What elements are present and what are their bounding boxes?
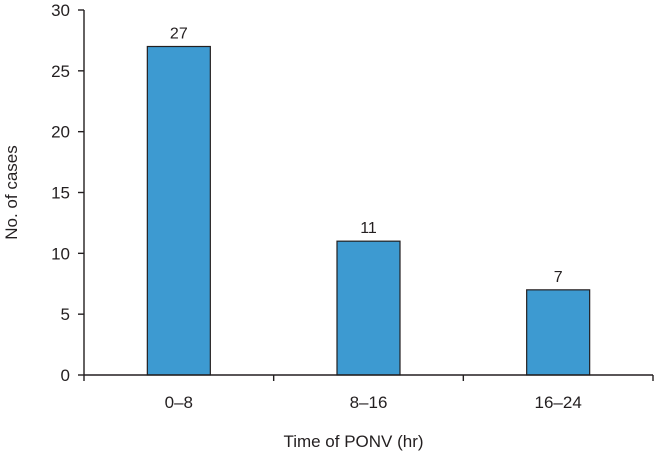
data-labels-group: 27 11 7 [170,26,563,286]
y-tick-label: 10 [51,244,70,263]
y-tick-label: 15 [51,184,70,203]
x-tick-label: 0–8 [165,393,193,412]
y-tick-label: 0 [61,366,70,385]
y-axis: 0 5 10 15 20 25 30 [51,1,84,385]
y-axis-title: No. of cases [2,145,21,240]
bar [526,289,591,376]
y-tick-label: 5 [61,305,70,324]
bar-value-label: 7 [554,269,563,286]
y-tick-label: 25 [51,62,70,81]
bars-group [146,45,591,376]
x-axis: 0–8 8–16 16–24 [83,375,654,412]
bar-value-label: 11 [360,220,377,237]
y-tick-label: 20 [51,123,70,142]
x-tick-label: 16–24 [535,393,582,412]
x-axis-title: Time of PONV (hr) [283,432,423,451]
bar [336,240,401,376]
y-tick-label: 30 [51,1,70,20]
bar [146,45,211,376]
bar-value-label: 27 [170,26,188,43]
x-tick-label: 8–16 [350,393,388,412]
